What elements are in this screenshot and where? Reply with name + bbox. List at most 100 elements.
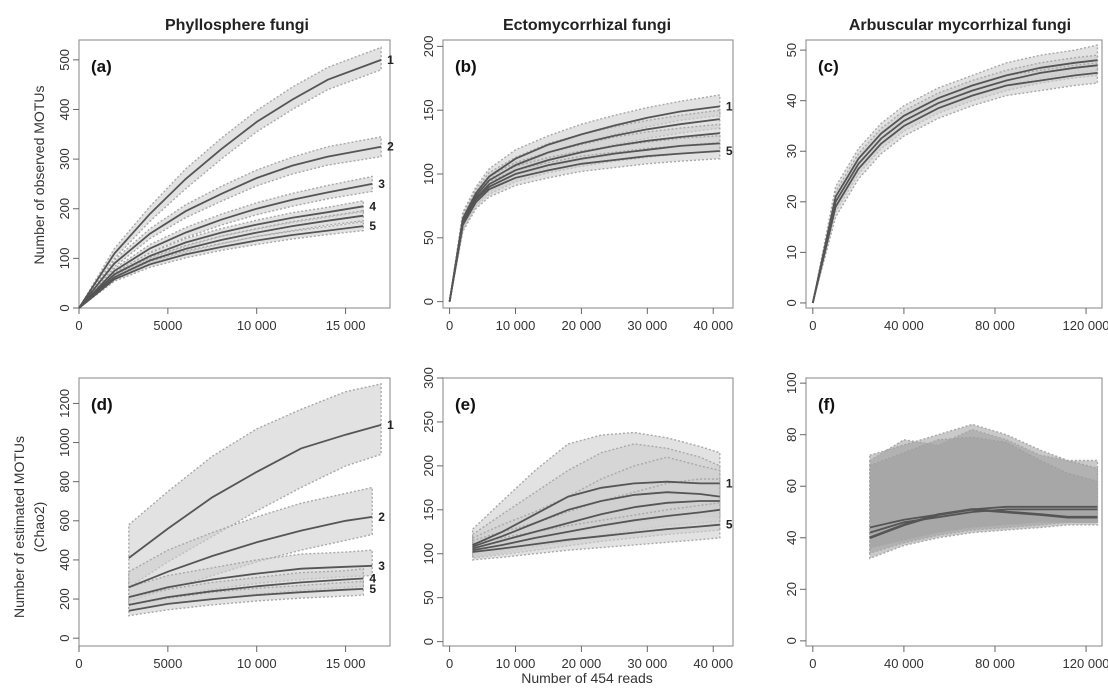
series-line-e-1 xyxy=(472,480,720,546)
series-line-b-1 xyxy=(448,105,720,302)
series-line-c-3 xyxy=(811,72,1098,304)
series-label-a-3: 3 xyxy=(378,177,385,191)
x-tick-label: 0 xyxy=(809,656,816,671)
y-tick-label: 80 xyxy=(784,427,799,441)
y-tick-label: 0 xyxy=(421,638,436,645)
y-tick-label: 0 xyxy=(784,299,799,306)
y-tick-label: 400 xyxy=(57,549,72,571)
x-tick-label: 10 000 xyxy=(496,318,536,333)
series-line-f-2 xyxy=(869,508,1098,534)
x-tick-label: 0 xyxy=(446,656,453,671)
x-tick-label: 5000 xyxy=(153,318,182,333)
x-tick-label: 10 000 xyxy=(237,656,277,671)
series-label-d-3: 3 xyxy=(378,559,385,573)
x-tick-label: 80 000 xyxy=(975,318,1015,333)
series-line-c-2 xyxy=(811,64,1098,304)
y-axis-title-top: Number of observed MOTUs xyxy=(31,86,47,265)
confidence-band-a-1 xyxy=(78,46,382,309)
series-label-a-4: 4 xyxy=(369,199,376,213)
series-label-d-5: 5 xyxy=(369,582,376,596)
y-tick-label: 100 xyxy=(57,248,72,270)
x-tick-label: 0 xyxy=(809,318,816,333)
y-tick-label: 0 xyxy=(784,637,799,644)
series-line-a-6 xyxy=(78,225,364,309)
y-tick-label: 40 xyxy=(784,531,799,545)
x-tick-label: 10 000 xyxy=(237,318,277,333)
y-axis-title-bottom-line1: Number of estimated MOTUs xyxy=(11,436,27,618)
y-tick-label: 20 xyxy=(784,195,799,209)
series-label-b-5: 5 xyxy=(726,144,733,158)
y-tick-label: 10 xyxy=(784,245,799,259)
series-line-d-4 xyxy=(128,577,364,606)
x-tick-label: 40 000 xyxy=(884,318,924,333)
y-tick-label: 200 xyxy=(57,588,72,610)
series-label-e-5: 5 xyxy=(726,518,733,532)
y-axis-title-bottom-line2: (Chao2) xyxy=(31,502,47,553)
y-tick-label: 60 xyxy=(784,479,799,493)
series-label-a-5: 5 xyxy=(369,219,376,233)
series-line-e-4 xyxy=(472,508,720,552)
series-label-d-1: 1 xyxy=(387,418,394,432)
y-tick-label: 800 xyxy=(57,471,72,493)
y-tick-label: 50 xyxy=(421,231,436,245)
series-line-e-5 xyxy=(472,523,720,553)
series-line-d-5 xyxy=(128,588,364,612)
x-tick-label: 40 000 xyxy=(693,318,733,333)
y-tick-label: 150 xyxy=(421,99,436,121)
x-tick-label: 5000 xyxy=(153,656,182,671)
x-tick-label: 15 000 xyxy=(326,318,366,333)
panel-b: 1 5 (b) 0 10 000 20 000 30 000 40 000 0 50 100 150 2… xyxy=(421,36,734,333)
y-tick-label: 0 xyxy=(421,298,436,305)
series-line-f-3 xyxy=(869,505,1098,529)
series-label-e-1: 1 xyxy=(726,476,733,490)
series-line-e-2 xyxy=(472,491,720,548)
y-tick-label: 200 xyxy=(421,36,436,58)
column-title-ectomycorrhizal: Ectomycorrhizal fungi xyxy=(503,17,671,34)
series-label-a-1: 1 xyxy=(387,53,394,67)
y-tick-label: 50 xyxy=(784,43,799,57)
y-tick-label: 250 xyxy=(421,411,436,433)
series-label-d-2: 2 xyxy=(378,510,385,524)
y-tick-label: 300 xyxy=(57,148,72,170)
series-line-b-5 xyxy=(448,150,720,302)
series-line-b-4 xyxy=(448,142,720,302)
y-tick-label: 200 xyxy=(421,455,436,477)
x-tick-label: 10 000 xyxy=(496,656,536,671)
x-tick-label: 120 000 xyxy=(1063,656,1108,671)
column-title-arbuscular: Arbuscular mycorrhizal fungi xyxy=(849,17,1071,34)
series-line-d-2 xyxy=(128,516,373,589)
y-tick-label: 600 xyxy=(57,510,72,532)
series-line-b-2 xyxy=(448,118,720,302)
y-tick-label: 50 xyxy=(421,590,436,604)
confidence-band-d-5 xyxy=(128,580,364,617)
x-tick-label: 20 000 xyxy=(562,656,602,671)
panel-f: (f) 0 40 000 80 000 120 000 0 20 40 60 80 100 xyxy=(784,372,1108,671)
series-line-e-3 xyxy=(472,500,720,550)
panel-label-e: (e) xyxy=(455,395,476,414)
series-line-a-5 xyxy=(78,214,364,309)
y-tick-label: 150 xyxy=(421,499,436,521)
x-tick-label: 0 xyxy=(446,318,453,333)
y-tick-label: 500 xyxy=(57,49,72,71)
panel-d: 1 2 345 (d) 0 5000 10 000 15 000 0 200 400 600 800 10… xyxy=(57,377,394,671)
y-tick-label: 30 xyxy=(784,144,799,158)
x-tick-label: 30 000 xyxy=(627,656,667,671)
x-tick-label: 20 000 xyxy=(562,318,602,333)
panel-label-b: (b) xyxy=(455,57,477,76)
series-line-c-1 xyxy=(811,59,1098,304)
column-title-phyllosphere: Phyllosphere fungi xyxy=(165,17,309,34)
x-tick-label: 30 000 xyxy=(627,318,667,333)
y-tick-label: 100 xyxy=(421,543,436,565)
panel-label-a: (a) xyxy=(91,57,112,76)
series-label-a-2: 2 xyxy=(387,140,394,154)
series-label-b-1: 1 xyxy=(726,99,733,113)
x-tick-label: 40 000 xyxy=(693,656,733,671)
panel-label-c: (c) xyxy=(818,57,839,76)
series-line-a-4 xyxy=(78,205,364,309)
panel-e: 1 5 (e) 0 10 000 20 000 30 000 40 000 0 50 100 150 2… xyxy=(421,367,734,671)
panel-c: (c) 0 40 000 80 000 120 000 0 10 20 30 40 50 xyxy=(784,39,1108,333)
x-tick-label: 15 000 xyxy=(326,656,366,671)
panel-a: 1 2 34 5 (a) 0 5000 10 000 15 000 0 100 200 300 400 50… xyxy=(57,39,394,333)
